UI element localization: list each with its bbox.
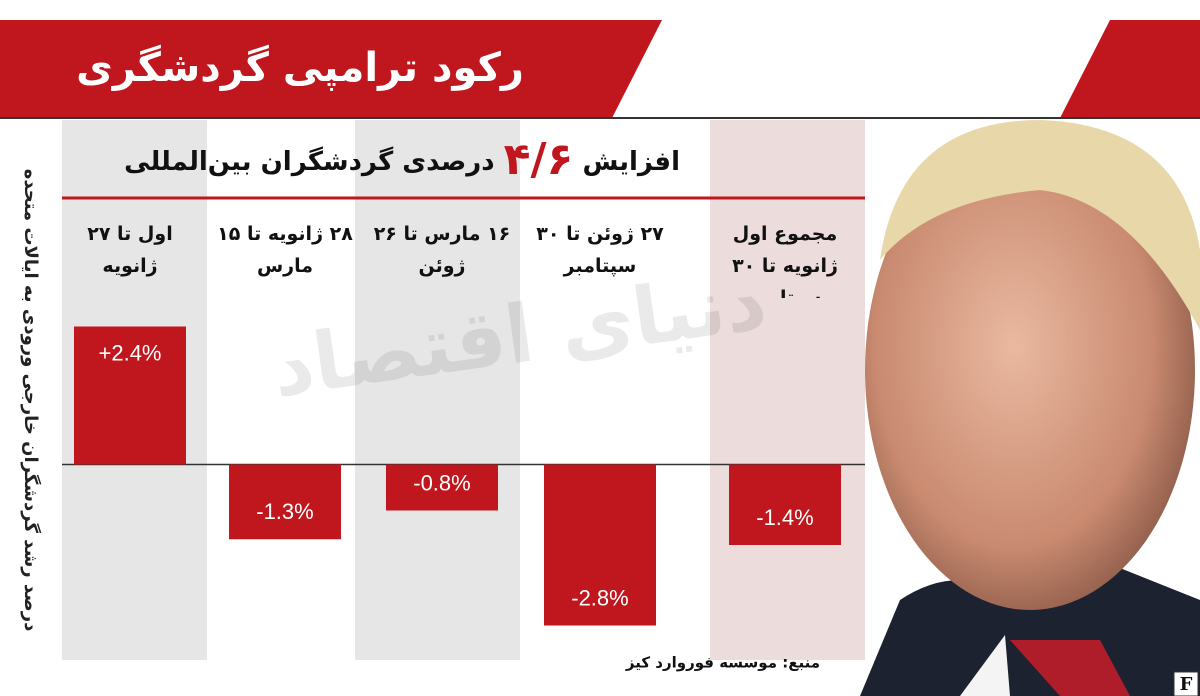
subtitle-end: درصدی گردشگران بین‌المللی (124, 146, 494, 177)
x-tick-label: ۱۶ مارس تا ۲۶ ژوئن (373, 223, 511, 277)
value-label: -1.3% (256, 499, 313, 524)
bar (544, 464, 656, 626)
x-tick-label: اول تا ۲۷ ژانویه (87, 223, 173, 277)
value-label: +2.4% (99, 340, 162, 365)
logo-box (1173, 671, 1199, 696)
bar (229, 464, 341, 540)
value-label: -0.8% (413, 470, 470, 495)
x-tick-label: ۲۷ ژوئن تا ۳۰ سپتامبر (536, 223, 664, 277)
chart-title: رکود ترامپی گردشگری (76, 44, 524, 91)
column-shade (355, 120, 520, 660)
portrait (860, 120, 1200, 696)
category-label-box: ۲۷ ژوئن تا ۳۰ سپتامبر (536, 223, 664, 277)
subtitle-highlight: ۴/۶ (504, 134, 574, 185)
column-shade (710, 120, 865, 660)
x-tick-label: مجموع اول ژانویه تا ۳۰ سپتامبر (732, 223, 838, 298)
title-banner (0, 20, 662, 118)
y-axis-label: درصد رشد گردشگران خارجی ورودی به ایالات … (20, 169, 42, 632)
subtitle-start: افزایش (582, 147, 680, 177)
banner-accent (1060, 20, 1200, 118)
chart-subtitle: افزایش ۴/۶ درصدی گردشگران بین‌المللی (124, 134, 680, 185)
source: منبع: موسسه فوروارد کیز (625, 654, 820, 672)
bar (386, 464, 498, 511)
category-label-box: ۱۶ مارس تا ۲۶ ژوئن (373, 223, 511, 277)
category-label-box: مجموع اول ژانویه تا ۳۰ سپتامبر (732, 223, 838, 298)
category-label-box: ۲۸ ژانویه تا ۱۵ مارس (217, 223, 353, 277)
logo: F (1180, 674, 1193, 695)
category-label-box: اول تا ۲۷ ژانویه (87, 223, 173, 277)
bar (729, 464, 841, 545)
value-label: -1.4% (756, 505, 813, 530)
bar (74, 326, 186, 465)
x-tick-label: ۲۸ ژانویه تا ۱۵ مارس (217, 223, 353, 277)
value-label: -2.8% (571, 585, 628, 610)
